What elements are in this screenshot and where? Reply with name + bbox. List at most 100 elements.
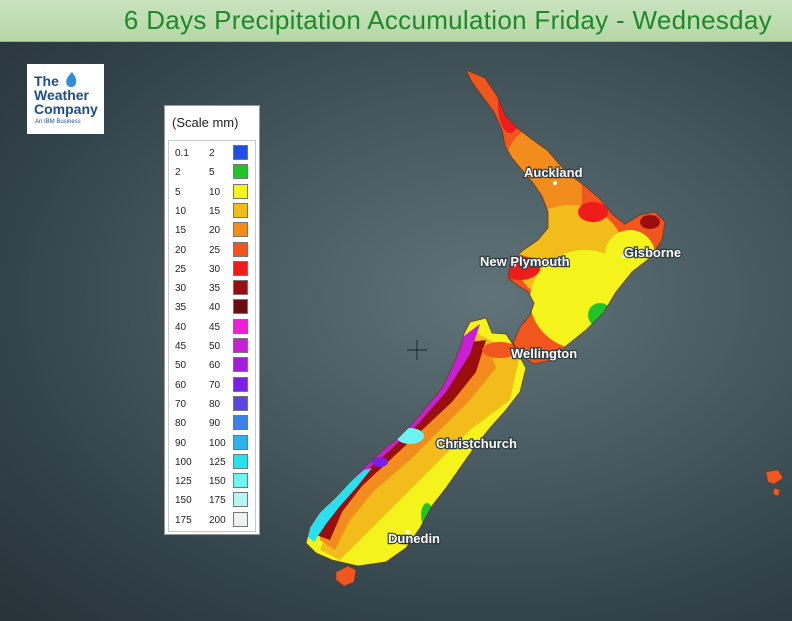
legend-range-high: 125 xyxy=(209,456,226,468)
legend-color-swatch xyxy=(233,415,248,431)
legend-range-high: 70 xyxy=(209,379,221,391)
legend-range-low: 10 xyxy=(175,205,187,217)
legend-row: 40 45 xyxy=(169,318,255,336)
legend-row: 45 50 xyxy=(169,337,255,355)
legend-color-swatch xyxy=(233,357,248,373)
legend-range-high: 90 xyxy=(209,418,221,430)
city-dot xyxy=(512,263,516,267)
precipitation-map: Auckland Gisborne New Plymouth Wellingto… xyxy=(305,69,784,587)
legend-range-low: 125 xyxy=(175,476,192,488)
legend-color-swatch xyxy=(233,222,248,238)
legend-row: 0.1 2 xyxy=(169,144,255,162)
stewart-island xyxy=(335,565,357,587)
water-drop-icon xyxy=(66,72,77,88)
legend-color-swatch xyxy=(233,511,248,527)
legend-color-swatch xyxy=(233,473,248,489)
legend-row: 5 10 xyxy=(169,183,255,201)
legend-range-high: 80 xyxy=(209,398,221,410)
city-label-dunedin: Dunedin xyxy=(388,531,440,546)
legend-row: 70 80 xyxy=(169,395,255,413)
legend-range-low: 15 xyxy=(175,225,187,237)
logo-line-1: The xyxy=(34,73,59,89)
logo-line-2: Weather xyxy=(34,87,89,103)
legend-color-swatch xyxy=(233,260,248,276)
legend-range-high: 40 xyxy=(209,302,221,314)
legend-row: 30 35 xyxy=(169,279,255,297)
city-dot xyxy=(553,181,557,185)
precipitation-legend: (Scale mm) 0.1 2 2 5 5 10 10 15 15 20 20 25 25 30 30 35… xyxy=(164,105,260,535)
legend-row: 15 20 xyxy=(169,221,255,239)
city-markers xyxy=(406,181,626,534)
legend-range-high: 10 xyxy=(209,186,221,198)
city-dot xyxy=(406,530,410,534)
legend-range-high: 200 xyxy=(209,514,226,526)
legend-row: 10 15 xyxy=(169,202,255,220)
legend-range-high: 20 xyxy=(209,225,221,237)
legend-range-low: 90 xyxy=(175,437,187,449)
legend-range-high: 2 xyxy=(209,148,215,159)
legend-row: 25 30 xyxy=(169,260,255,278)
logo-tagline: An IBM Business xyxy=(35,119,81,125)
city-label-gisborne: Gisborne xyxy=(624,245,681,260)
legend-range-high: 25 xyxy=(209,244,221,256)
legend-range-low: 80 xyxy=(175,418,187,430)
legend-title: (Scale mm) xyxy=(172,115,239,130)
legend-range-high: 150 xyxy=(209,476,226,488)
chatham-islands xyxy=(765,469,784,497)
city-dot xyxy=(483,445,487,449)
legend-color-swatch xyxy=(233,376,248,392)
legend-row: 80 90 xyxy=(169,414,255,432)
legend-color-swatch xyxy=(233,183,248,199)
legend-row: 50 60 xyxy=(169,356,255,374)
city-label-wellington: Wellington xyxy=(511,346,577,361)
map-title: 6 Days Precipitation Accumulation Friday… xyxy=(123,5,772,35)
legend-range-high: 60 xyxy=(209,360,221,372)
legend-range-low: 50 xyxy=(175,360,187,372)
legend-color-swatch xyxy=(233,434,248,450)
legend-range-low: 35 xyxy=(175,302,187,314)
legend-rows: 0.1 2 2 5 5 10 10 15 15 20 20 25 25 30 30 35 35 40 40 45 45 5… xyxy=(168,140,256,532)
legend-color-swatch xyxy=(233,338,248,353)
legend-color-swatch xyxy=(233,280,248,296)
legend-color-swatch xyxy=(233,395,248,411)
legend-range-low: 100 xyxy=(175,456,192,468)
legend-row: 100 125 xyxy=(169,453,255,471)
legend-range-high: 175 xyxy=(209,495,226,507)
legend-range-low: 25 xyxy=(175,263,187,275)
legend-range-low: 60 xyxy=(175,379,187,391)
weather-company-logo: The Weather Company An IBM Business xyxy=(27,64,104,134)
legend-range-high: 35 xyxy=(209,283,221,295)
legend-range-low: 70 xyxy=(175,398,187,410)
legend-row: 20 25 xyxy=(169,241,255,259)
city-dot xyxy=(520,353,524,357)
legend-color-swatch xyxy=(233,299,248,315)
city-label-new-plymouth: New Plymouth xyxy=(480,254,570,269)
legend-range-low: 0.1 xyxy=(175,148,189,159)
legend-range-low: 40 xyxy=(175,321,187,333)
legend-color-swatch xyxy=(233,492,248,508)
legend-row: 150 175 xyxy=(169,491,255,509)
legend-range-low: 5 xyxy=(175,186,181,198)
legend-range-high: 5 xyxy=(209,167,215,179)
legend-range-low: 45 xyxy=(175,341,187,352)
legend-row: 90 100 xyxy=(169,434,255,452)
legend-color-swatch xyxy=(233,202,248,218)
legend-range-low: 30 xyxy=(175,283,187,295)
legend-range-low: 150 xyxy=(175,495,192,507)
legend-range-low: 2 xyxy=(175,167,181,179)
logo-line-3: Company xyxy=(34,101,98,117)
legend-row: 35 40 xyxy=(169,298,255,316)
city-dot xyxy=(622,254,626,258)
legend-color-swatch xyxy=(233,145,248,160)
city-label-auckland: Auckland xyxy=(524,165,583,180)
city-label-christchurch: Christchurch xyxy=(436,436,517,451)
legend-range-high: 30 xyxy=(209,263,221,275)
legend-range-high: 45 xyxy=(209,321,221,333)
legend-color-swatch xyxy=(233,318,248,334)
legend-row: 125 150 xyxy=(169,472,255,490)
legend-row: 175 200 xyxy=(169,511,255,529)
legend-range-low: 175 xyxy=(175,514,192,526)
legend-range-high: 100 xyxy=(209,437,226,449)
legend-range-low: 20 xyxy=(175,244,187,256)
crosshair-icon xyxy=(407,340,427,360)
